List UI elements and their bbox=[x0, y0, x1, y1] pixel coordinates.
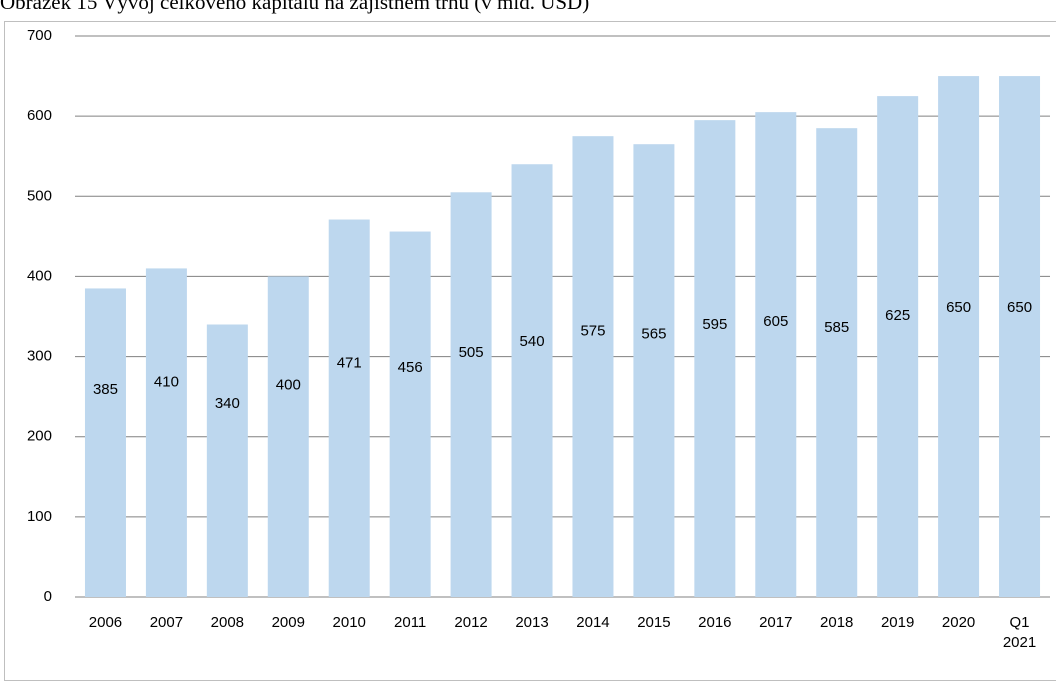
y-tick-label: 300 bbox=[27, 348, 52, 365]
x-tick-label: 2015 bbox=[637, 614, 671, 631]
y-tick-label: 100 bbox=[27, 508, 52, 525]
y-tick-label: 200 bbox=[27, 428, 52, 445]
bar bbox=[694, 120, 736, 598]
y-tick-label: 500 bbox=[27, 187, 52, 204]
data-label: 471 bbox=[337, 354, 362, 371]
x-tick-label: 2020 bbox=[941, 614, 976, 631]
bar bbox=[84, 288, 126, 597]
bar bbox=[511, 164, 553, 597]
data-label: 340 bbox=[215, 395, 240, 412]
data-label: 540 bbox=[520, 333, 545, 350]
chart-title: Obrázek 15 Vývoj celkového kapitálu na z… bbox=[0, 0, 590, 14]
data-label: 565 bbox=[641, 325, 666, 342]
x-tick-label: Q1 2021 bbox=[1002, 614, 1037, 651]
bar bbox=[267, 276, 309, 597]
data-label: 385 bbox=[93, 381, 118, 398]
bar bbox=[755, 112, 797, 597]
bar bbox=[206, 324, 248, 597]
x-tick-label: 2016 bbox=[698, 614, 732, 631]
x-tick-label: 2007 bbox=[149, 614, 184, 631]
data-label: 625 bbox=[885, 307, 910, 324]
data-label: 505 bbox=[459, 344, 484, 361]
data-label: 410 bbox=[154, 373, 179, 390]
data-label: 650 bbox=[1007, 299, 1032, 316]
x-tick-label: 2017 bbox=[759, 614, 793, 631]
chart: 0 100 200 300 400 500 600 700 385 410 340 400 471 456… bbox=[27, 27, 1050, 605]
y-tick-label: 0 bbox=[44, 588, 52, 605]
y-tick-label: 600 bbox=[27, 107, 52, 124]
data-label: 575 bbox=[580, 322, 605, 339]
x-tick-label: 2009 bbox=[271, 614, 305, 631]
bar bbox=[816, 128, 858, 597]
data-label: 605 bbox=[763, 313, 788, 330]
x-tick-label: 2014 bbox=[576, 614, 610, 631]
bar bbox=[938, 76, 980, 598]
x-tick-label: 2012 bbox=[454, 614, 488, 631]
data-label: 595 bbox=[702, 316, 727, 333]
bar bbox=[328, 219, 370, 597]
x-tick-label: 2019 bbox=[880, 614, 915, 631]
x-tick-label: 2008 bbox=[210, 614, 245, 631]
data-label: 456 bbox=[398, 359, 423, 376]
y-tick-label: 700 bbox=[27, 27, 52, 44]
y-tick-label: 400 bbox=[27, 267, 52, 284]
x-tick-label: 2006 bbox=[88, 614, 123, 631]
bar bbox=[999, 76, 1041, 598]
x-tick-label: 2011 bbox=[394, 614, 427, 631]
bar bbox=[450, 192, 492, 597]
bar bbox=[877, 96, 919, 597]
bar bbox=[145, 268, 187, 597]
data-label: 650 bbox=[946, 299, 971, 316]
data-label: 585 bbox=[824, 319, 849, 336]
bar bbox=[633, 144, 675, 597]
data-label: 400 bbox=[276, 376, 301, 393]
x-tick-label: 2018 bbox=[820, 614, 854, 631]
x-tick-label: 2013 bbox=[515, 614, 549, 631]
bar bbox=[572, 136, 614, 597]
x-tick-label: 2010 bbox=[332, 614, 366, 631]
bar bbox=[389, 231, 431, 597]
